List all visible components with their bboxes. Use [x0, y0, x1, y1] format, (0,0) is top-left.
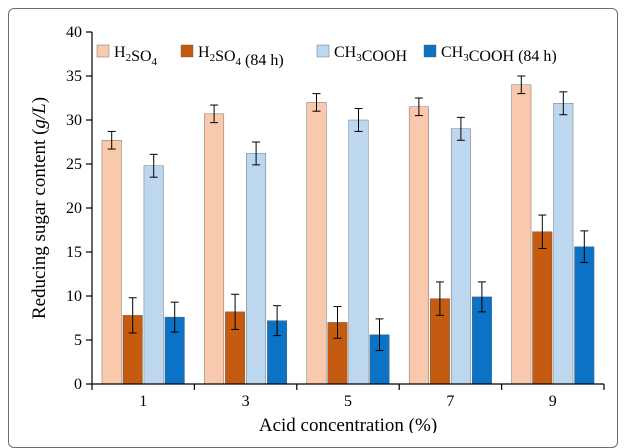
error-bars [107, 75, 589, 352]
legend-swatch [180, 44, 194, 58]
y-tick-label: 0 [74, 376, 82, 393]
bars [101, 84, 595, 385]
legend-label: CH3COOH (84 h) [441, 44, 557, 65]
bar [450, 128, 471, 385]
bar [574, 246, 595, 385]
y-tick-label: 25 [66, 156, 82, 173]
y-tick-label: 5 [74, 332, 82, 349]
y-tick-label: 40 [66, 24, 82, 41]
x-axis-title: Acid concentration (%) [259, 415, 437, 433]
x-tick-label: 1 [139, 393, 147, 410]
x-tick-label: 7 [446, 393, 454, 410]
x-tick-label: 3 [242, 393, 250, 410]
axes [86, 31, 605, 390]
y-tick-label: 15 [66, 244, 82, 261]
y-tick-labels: 0 5 10 15 20 25 30 35 40 [66, 24, 82, 393]
bar [408, 106, 429, 385]
bar [532, 231, 553, 385]
y-axis-title: Reducing sugar content (g/L) [29, 97, 50, 319]
bar [246, 153, 267, 385]
bar [143, 165, 164, 385]
bar [348, 119, 369, 385]
legend-label: H2SO4 (84 h) [198, 44, 284, 69]
bar [101, 140, 122, 385]
bar [511, 84, 532, 385]
legend-swatch [423, 44, 437, 58]
bar-chart: H2SO4 H2SO4 (84 h) CH3COOH CH3COOH (84 h) 0… [29, 24, 605, 433]
legend: H2SO4 H2SO4 (84 h) CH3COOH CH3COOH (84 h) [96, 44, 557, 69]
legend-swatch [316, 44, 330, 58]
x-tick-labels: 1 3 5 7 9 [139, 393, 557, 410]
legend-label: H2SO4 [114, 44, 158, 68]
legend-label: CH3COOH [334, 44, 408, 65]
bar [306, 102, 327, 385]
y-tick-label: 30 [66, 112, 82, 129]
y-tick-label: 20 [66, 200, 82, 217]
x-tick-label: 9 [549, 393, 557, 410]
x-tick-label: 5 [344, 393, 352, 410]
legend-swatch [96, 44, 110, 58]
y-tick-label: 35 [66, 68, 82, 85]
bar [553, 103, 574, 385]
y-tick-label: 10 [66, 288, 82, 305]
bar [204, 113, 225, 385]
